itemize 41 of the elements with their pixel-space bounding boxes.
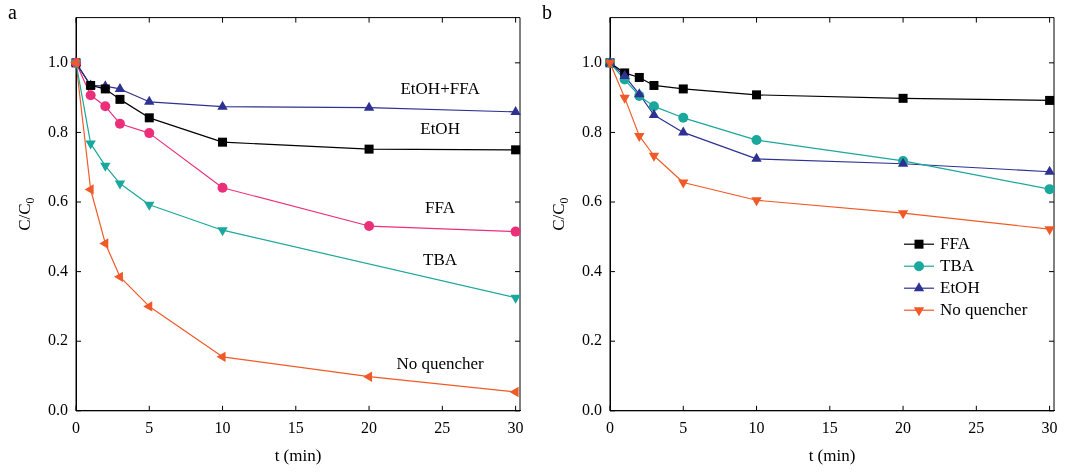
chart-title: a <box>8 1 17 24</box>
x-tick-label: 20 <box>361 418 378 436</box>
series-label: FFA <box>425 198 456 218</box>
legend-label: No quencher <box>940 299 1028 319</box>
x-tick-label: 5 <box>145 418 154 436</box>
y-tick-label: 0.8 <box>48 122 68 140</box>
series-label: EtOH <box>420 118 460 138</box>
x-tick-label: 25 <box>968 418 985 436</box>
y-tick-label: 0.2 <box>582 331 602 349</box>
y-tick-label: 0.0 <box>48 401 68 418</box>
y-tick-label: 0.6 <box>48 192 68 210</box>
x-tick-label: 30 <box>507 418 524 436</box>
x-tick-label: 10 <box>748 418 765 436</box>
series-label: EtOH+FFA <box>400 79 481 99</box>
x-tick-label: 15 <box>821 418 838 436</box>
y-axis-title: C/C0 <box>549 197 572 231</box>
y-tick-label: 0.2 <box>48 331 68 349</box>
x-tick-label: 10 <box>214 418 231 436</box>
y-tick-label: 0.0 <box>582 401 602 418</box>
x-tick-label: 30 <box>1041 418 1058 436</box>
x-axis-title: t (min) <box>274 446 322 466</box>
legend-label: FFA <box>940 233 971 253</box>
y-axis-title: C/C0 <box>15 197 38 231</box>
y-tick-label: 0.4 <box>582 261 602 279</box>
x-tick-label: 15 <box>287 418 304 436</box>
legend-label: EtOH <box>940 277 980 297</box>
y-tick-label: 0.6 <box>582 192 602 210</box>
y-tick-label: 0.8 <box>582 122 602 140</box>
x-tick-label: 20 <box>895 418 912 436</box>
x-tick-label: 0 <box>72 418 80 436</box>
x-axis-title: t (min) <box>808 446 856 466</box>
legend-label: TBA <box>940 255 975 275</box>
x-tick-label: 0 <box>606 418 614 436</box>
series-label: TBA <box>423 249 458 269</box>
chart-title: b <box>542 1 552 24</box>
x-tick-label: 25 <box>434 418 451 436</box>
series-label: No quencher <box>396 353 485 373</box>
y-tick-label: 1.0 <box>48 53 68 71</box>
x-tick-label: 5 <box>679 418 688 436</box>
y-tick-label: 0.4 <box>48 261 68 279</box>
y-tick-label: 1.0 <box>582 53 602 71</box>
